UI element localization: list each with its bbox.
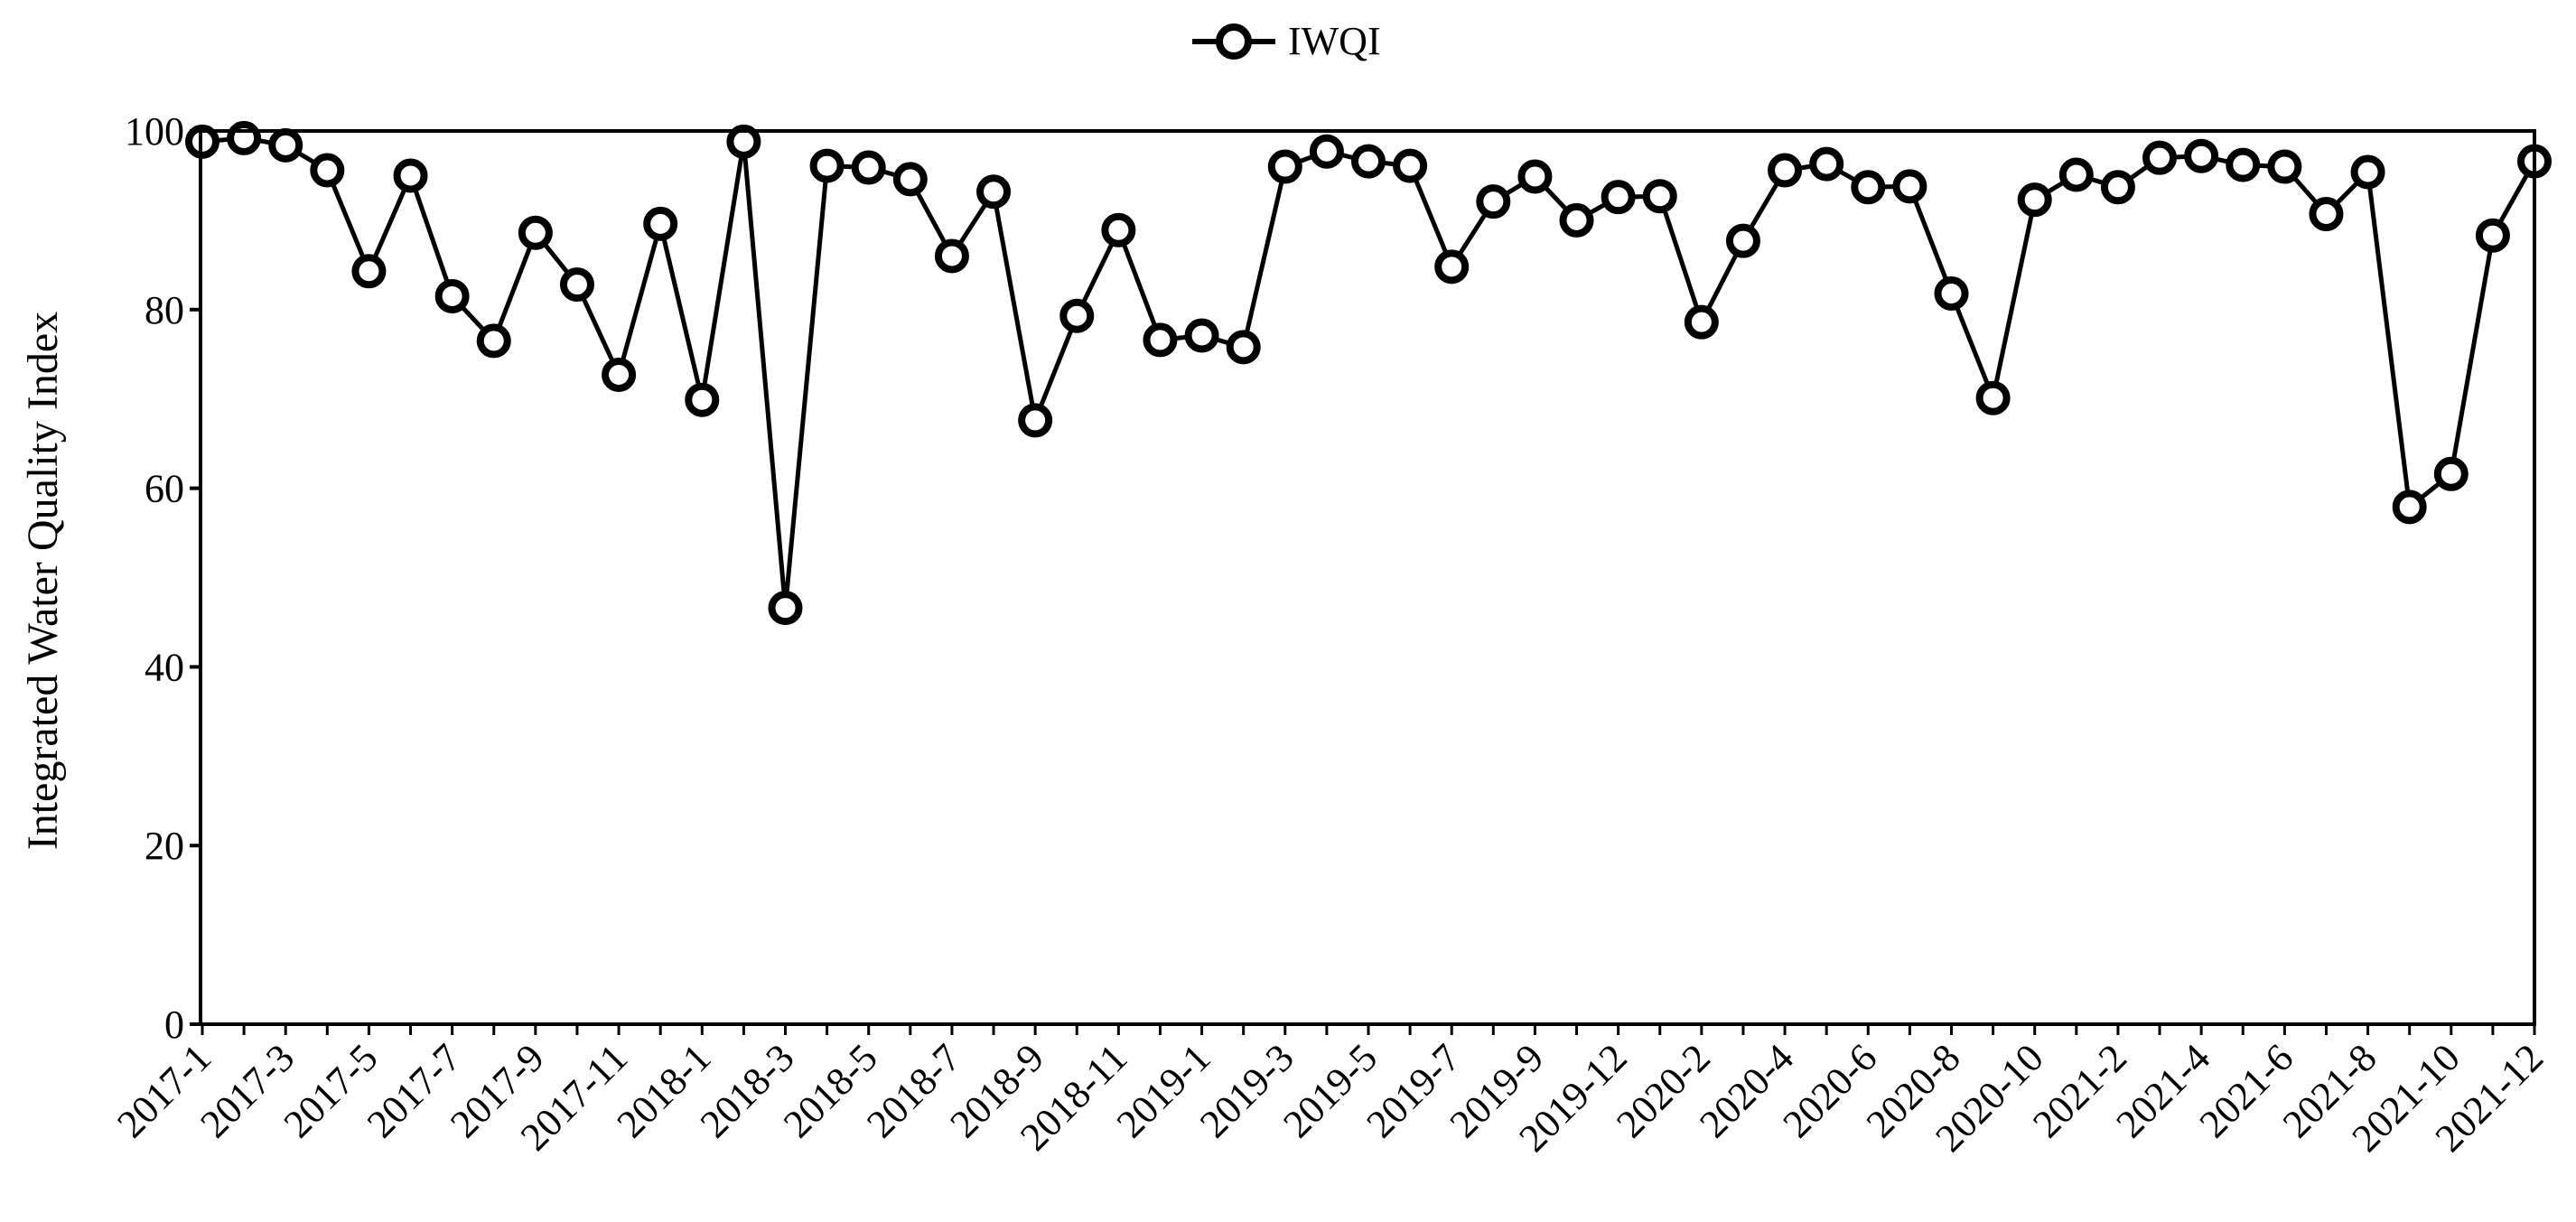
- series-layer: [185, 120, 2552, 626]
- x-tick-label: 2017-3: [191, 1035, 303, 1146]
- data-point: [1851, 170, 1886, 205]
- data-point: [476, 323, 511, 359]
- x-tick-label: 2020-4: [1691, 1035, 1802, 1146]
- series-line-iwqi: [201, 135, 2537, 611]
- data-point: [1476, 184, 1511, 219]
- x-tick-label: 2017-5: [275, 1035, 387, 1146]
- data-point: [2100, 170, 2135, 205]
- data-point: [2433, 456, 2469, 491]
- x-tick-label: 2020-2: [1608, 1035, 1719, 1146]
- data-point: [393, 158, 428, 193]
- data-point: [434, 278, 470, 313]
- x-tick-label: 2019-5: [1274, 1035, 1386, 1146]
- y-axis-label: Integrated Water Quality Index: [19, 312, 67, 850]
- data-point: [1351, 144, 1386, 179]
- data-point: [518, 215, 553, 250]
- y-tick-label: 0: [164, 1003, 184, 1047]
- data-point: [1559, 202, 1594, 238]
- x-tick-label: 2018-3: [692, 1035, 803, 1146]
- x-tick-label: 2017-7: [359, 1035, 470, 1146]
- data-point: [1434, 249, 1470, 285]
- data-point: [1309, 134, 1344, 169]
- x-tick-label: 2018-1: [609, 1035, 720, 1146]
- data-point: [726, 124, 761, 159]
- data-point: [310, 153, 345, 188]
- data-point: [1642, 179, 1677, 214]
- data-point: [1601, 180, 1636, 215]
- x-tick-label: 2017-1: [108, 1035, 219, 1146]
- y-tick-label: 20: [145, 824, 184, 868]
- y-tick-label: 80: [145, 288, 184, 332]
- data-point: [1768, 153, 1803, 188]
- legend-marker: [1216, 23, 1252, 60]
- data-point: [768, 591, 803, 626]
- data-point: [1226, 330, 1261, 365]
- data-point: [1975, 380, 2011, 415]
- data-point: [1059, 298, 1095, 333]
- y-tick-label: 40: [145, 645, 184, 689]
- y-tick-label: 100: [125, 109, 184, 154]
- x-tick-label: 2021-2: [2024, 1035, 2135, 1146]
- x-axis-ticks: 2017-12017-32017-52017-72017-92017-11201…: [108, 1024, 2552, 1161]
- data-point: [643, 206, 678, 241]
- data-point: [892, 162, 928, 197]
- data-point: [1725, 223, 1760, 258]
- plot-frame: [199, 129, 2536, 1026]
- y-axis-ticks: 0 20 40 60 80 100: [125, 109, 201, 1047]
- data-point: [1101, 212, 1136, 247]
- data-point: [1892, 169, 1927, 204]
- x-tick-label: 2018-5: [775, 1035, 886, 1146]
- data-point: [268, 127, 303, 163]
- data-point: [934, 238, 969, 274]
- data-point: [809, 148, 845, 183]
- data-point: [1517, 159, 1553, 194]
- data-point: [976, 174, 1012, 210]
- data-point: [2017, 182, 2052, 218]
- x-tick-label: 2021-4: [2107, 1035, 2218, 1146]
- x-tick-label: 2019-3: [1191, 1035, 1302, 1146]
- data-point: [2226, 147, 2261, 182]
- data-point: [2392, 490, 2427, 525]
- x-tick-label: 2018-7: [858, 1035, 969, 1146]
- x-tick-label: 2021-6: [2191, 1035, 2302, 1146]
- data-point: [1809, 146, 1844, 182]
- data-point: [2058, 157, 2094, 192]
- x-tick-label: 2020-6: [1775, 1035, 1886, 1146]
- data-point: [2475, 218, 2510, 253]
- legend: IWQI: [1192, 19, 1381, 63]
- data-point: [1684, 304, 1719, 340]
- data-point: [2309, 196, 2344, 231]
- data-point: [1018, 403, 1053, 438]
- data-point: [1267, 149, 1302, 184]
- legend-label: IWQI: [1288, 19, 1381, 63]
- data-point: [1143, 322, 1178, 358]
- data-point: [351, 254, 387, 289]
- data-point: [2267, 149, 2302, 184]
- y-tick-label: 60: [145, 467, 184, 511]
- data-point: [1184, 318, 1219, 353]
- data-point: [685, 382, 720, 417]
- data-point: [851, 150, 886, 185]
- data-point: [559, 267, 594, 303]
- data-point: [1393, 148, 1428, 183]
- x-tick-label: 2019-1: [1108, 1035, 1219, 1146]
- data-point: [227, 120, 262, 155]
- data-point: [1934, 275, 1969, 311]
- x-tick-label: 2019-7: [1358, 1035, 1469, 1146]
- data-point: [602, 357, 637, 392]
- data-point: [2350, 154, 2385, 190]
- data-point: [2142, 140, 2178, 175]
- data-point: [2184, 138, 2219, 173]
